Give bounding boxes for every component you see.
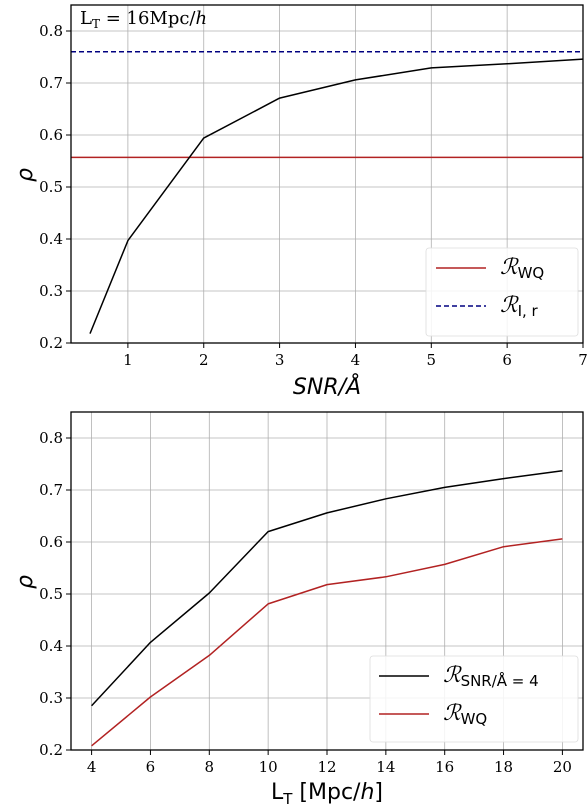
- x-tick-label: 18: [494, 758, 513, 776]
- y-tick-label: 0.4: [39, 637, 63, 655]
- bottom-series: [91, 470, 563, 747]
- top-grid: [71, 5, 584, 344]
- y-tick-label: 0.5: [39, 585, 63, 603]
- x-tick-label: 10: [259, 758, 278, 776]
- x-tick-label: 4: [87, 758, 97, 776]
- y-tick-label: 0.4: [39, 230, 63, 248]
- x-tick-label: 8: [205, 758, 215, 776]
- x-tick-label: 5: [427, 351, 437, 369]
- top-reference-lines: [71, 51, 583, 159]
- y-tick-label: 0.5: [39, 178, 63, 196]
- y-tick-label: 0.8: [39, 429, 63, 447]
- bottom-legend-label-snr: ℛSNR/Å = 4: [443, 663, 539, 690]
- x-tick-label: 4: [351, 351, 361, 369]
- top-panel: 1 2 3 4 5 6 7 0.2 0.3 0.4 0.5 0.6 0.7 0.8 LT = 16Mpc/…: [13, 4, 588, 400]
- top-plot-frame: [70, 4, 584, 344]
- x-tick-label: 6: [502, 351, 512, 369]
- y-tick-label: 0.3: [39, 282, 63, 300]
- x-tick-label: 20: [553, 758, 572, 776]
- y-tick-label: 0.2: [39, 741, 63, 759]
- x-tick-label: 7: [578, 351, 588, 369]
- bottom-legend: ℛSNR/Å = 4 ℛWQ: [369, 655, 579, 743]
- series-line: [91, 538, 563, 747]
- top-series: [89, 58, 584, 334]
- top-ticks: 1 2 3 4 5 6 7 0.2 0.3 0.4 0.5 0.6 0.7 0.8: [39, 22, 588, 369]
- x-tick-label: 12: [317, 758, 336, 776]
- bottom-grid: [71, 412, 583, 751]
- bottom-x-axis-label: LT [Mpc/h]: [271, 780, 383, 808]
- series-line: [91, 470, 563, 707]
- bottom-panel: 4 6 8 10 12 14 16 18 20 0.2 0.3 0.4 0.5 0.6 0.7 0.8 LT …: [13, 411, 584, 808]
- top-legend-box: [425, 247, 579, 337]
- x-tick-label: 3: [275, 351, 285, 369]
- top-legend: ℛWQ ℛI, r: [425, 247, 579, 337]
- x-tick-label: 6: [146, 758, 156, 776]
- top-legend-label-ir: ℛI, r: [500, 293, 539, 320]
- y-tick-label: 0.3: [39, 689, 63, 707]
- y-tick-label: 0.2: [39, 334, 63, 352]
- x-tick-label: 14: [376, 758, 395, 776]
- top-y-axis-label: ρ: [13, 168, 38, 182]
- x-tick-label: 2: [199, 351, 209, 369]
- top-x-axis-label: SNR/Å: [293, 373, 361, 400]
- bottom-ticks: 4 6 8 10 12 14 16 18 20 0.2 0.3 0.4 0.5 0.6 0.7 0.8: [39, 429, 572, 776]
- y-tick-label: 0.6: [39, 126, 63, 144]
- bottom-y-axis-label: ρ: [13, 575, 38, 589]
- bottom-legend-box: [369, 655, 579, 743]
- y-tick-label: 0.7: [39, 74, 63, 92]
- bottom-legend-label-wq: ℛWQ: [443, 701, 487, 728]
- y-tick-label: 0.8: [39, 22, 63, 40]
- top-annotation: LT = 16Mpc/h: [80, 8, 207, 31]
- x-tick-label: 1: [123, 351, 133, 369]
- x-tick-label: 16: [435, 758, 454, 776]
- top-legend-label-wq: ℛWQ: [500, 255, 544, 282]
- series-line: [89, 58, 584, 334]
- y-tick-label: 0.7: [39, 481, 63, 499]
- y-tick-label: 0.6: [39, 533, 63, 551]
